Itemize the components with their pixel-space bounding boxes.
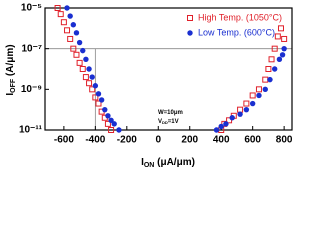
data-point: [277, 25, 284, 32]
data-point: [108, 127, 115, 133]
x-label-sub: ON: [144, 162, 155, 169]
data-point: [276, 56, 283, 62]
y-label-unit: (A/μm): [5, 44, 16, 78]
data-point: [79, 66, 86, 72]
data-point: [76, 59, 83, 66]
data-point: [86, 80, 93, 87]
data-point: [89, 74, 95, 80]
x-label-main: I: [141, 157, 144, 168]
data-point: [255, 86, 262, 93]
x-tick-label: -200: [117, 135, 137, 146]
legend-marker: [187, 30, 193, 36]
plot-frame: [44, 7, 293, 131]
y-tick-label: 10⁻¹¹: [19, 125, 43, 136]
annotation-text: V: [158, 119, 162, 125]
data-point: [281, 35, 288, 42]
data-point: [108, 117, 114, 123]
data-point: [116, 127, 122, 133]
data-point: [54, 5, 61, 11]
legend-marker: [187, 15, 193, 21]
data-point: [213, 127, 220, 133]
x-label-unit: (μA/μm): [154, 157, 195, 168]
data-point: [60, 19, 67, 26]
data-point: [73, 30, 80, 36]
data-point: [86, 66, 92, 72]
data-point: [279, 52, 286, 58]
data-point: [73, 51, 80, 58]
x-tick-label: 0: [155, 135, 161, 146]
data-point: [89, 86, 96, 93]
x-axis-label: ION (μA/μm): [141, 157, 195, 169]
x-tick-label: -400: [85, 135, 105, 146]
data-point: [111, 121, 117, 127]
y-label-main: I: [5, 93, 16, 96]
data-point: [92, 94, 99, 101]
data-point: [249, 92, 256, 99]
data-point: [237, 106, 244, 113]
data-point: [67, 13, 73, 19]
data-point: [265, 66, 272, 72]
data-point: [83, 56, 89, 62]
data-point: [105, 113, 111, 119]
x-tick-label: 200: [181, 135, 198, 146]
data-point: [218, 123, 224, 130]
data-point: [82, 74, 89, 81]
data-point: [229, 115, 235, 121]
data-point: [256, 92, 262, 99]
data-point: [102, 106, 108, 113]
y-tick-label: 10⁻⁹: [21, 84, 42, 95]
x-tick-label: 400: [213, 135, 230, 146]
annotation-text: W=10μm: [158, 110, 183, 116]
data-point: [243, 106, 250, 113]
data-point: [64, 5, 70, 11]
data-point: [70, 22, 77, 28]
y-tick-label: 10⁻⁷: [21, 43, 42, 54]
data-point: [243, 100, 250, 107]
data-point: [64, 27, 71, 34]
data-point: [274, 33, 281, 40]
data-point: [262, 86, 268, 93]
annotation-sub: DD: [162, 120, 168, 125]
data-point: [223, 121, 229, 127]
data-point: [268, 56, 275, 63]
data-point: [80, 47, 86, 54]
annotation: W=10μm: [158, 110, 183, 116]
data-point: [271, 66, 278, 72]
legend-label: Low Temp. (600°C): [198, 27, 275, 37]
page: IOFF (A/μm) ION (μA/μm) W=10μm VDD=1V 10…: [4, 2, 293, 169]
y-axis-label: IOFF (A/μm): [5, 44, 17, 95]
data-point: [76, 39, 83, 46]
data-point: [281, 45, 287, 52]
legend-label: High Temp. (1050°C): [198, 12, 282, 22]
data-point: [249, 100, 256, 107]
data-point: [67, 35, 74, 42]
annotation-text: =1V: [168, 119, 179, 125]
y-tick-label: 10⁻⁵: [21, 3, 42, 14]
data-point: [95, 91, 102, 97]
data-point: [70, 45, 77, 52]
data-point: [92, 83, 99, 89]
data-point: [271, 45, 278, 52]
data-point: [262, 76, 269, 83]
data-point: [57, 11, 64, 18]
y-label-sub: OFF: [10, 78, 17, 93]
data-point: [98, 97, 105, 103]
x-tick-label: 600: [244, 135, 261, 146]
data-point: [267, 76, 273, 83]
annotation: VDD=1V: [158, 119, 179, 125]
chart: IOFF (A/μm) ION (μA/μm) W=10μm VDD=1V 10…: [5, 3, 293, 169]
data-point: [104, 120, 111, 127]
x-tick-label: 800: [276, 135, 293, 146]
data-point: [95, 100, 102, 107]
x-tick-label: -600: [54, 135, 74, 146]
data-point: [237, 111, 243, 117]
